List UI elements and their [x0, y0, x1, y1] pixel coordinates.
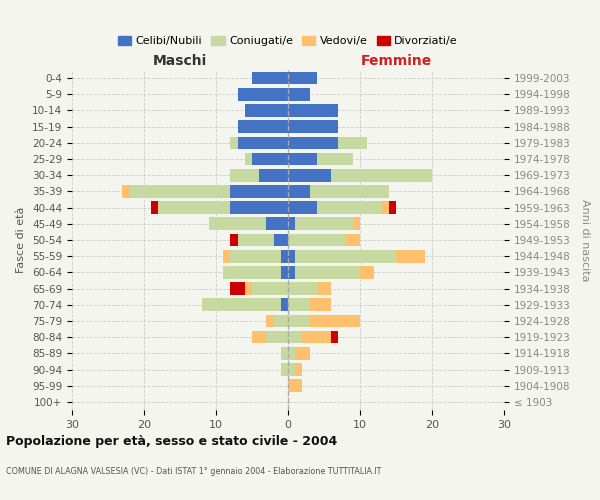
Bar: [317, 202, 382, 214]
Bar: [288, 152, 317, 166]
Bar: [317, 282, 331, 295]
Bar: [281, 347, 288, 360]
Bar: [252, 72, 288, 85]
Bar: [295, 218, 353, 230]
Bar: [238, 136, 288, 149]
Bar: [288, 282, 317, 295]
Bar: [288, 314, 310, 328]
Bar: [338, 136, 367, 149]
Bar: [310, 185, 389, 198]
Text: Femmine: Femmine: [361, 54, 431, 68]
Bar: [288, 120, 338, 133]
Bar: [274, 234, 288, 246]
Bar: [151, 202, 158, 214]
Bar: [360, 266, 374, 278]
Bar: [230, 234, 238, 246]
Bar: [266, 331, 288, 344]
Bar: [245, 104, 288, 117]
Bar: [122, 185, 130, 198]
Bar: [266, 218, 288, 230]
Bar: [288, 298, 310, 311]
Bar: [230, 250, 281, 262]
Bar: [295, 250, 396, 262]
Bar: [252, 282, 288, 295]
Bar: [288, 104, 338, 117]
Bar: [230, 202, 288, 214]
Bar: [295, 363, 302, 376]
Bar: [252, 152, 288, 166]
Bar: [209, 218, 266, 230]
Y-axis label: Anni di nascita: Anni di nascita: [580, 198, 590, 281]
Bar: [353, 218, 360, 230]
Bar: [266, 314, 274, 328]
Bar: [281, 266, 288, 278]
Text: COMUNE DI ALAGNA VALSESIA (VC) - Dati ISTAT 1° gennaio 2004 - Elaborazione TUTTI: COMUNE DI ALAGNA VALSESIA (VC) - Dati IS…: [6, 468, 382, 476]
Bar: [230, 185, 288, 198]
Bar: [295, 347, 310, 360]
Bar: [346, 234, 360, 246]
Bar: [302, 331, 331, 344]
Bar: [389, 202, 396, 214]
Text: Popolazione per età, sesso e stato civile - 2004: Popolazione per età, sesso e stato civil…: [6, 435, 337, 448]
Bar: [288, 234, 346, 246]
Text: Maschi: Maschi: [153, 54, 207, 68]
Bar: [238, 88, 288, 101]
Bar: [331, 169, 432, 181]
Bar: [310, 314, 360, 328]
Bar: [245, 282, 252, 295]
Bar: [288, 185, 310, 198]
Bar: [288, 266, 295, 278]
Bar: [230, 136, 238, 149]
Legend: Celibi/Nubili, Coniugati/e, Vedovi/e, Divorziati/e: Celibi/Nubili, Coniugati/e, Vedovi/e, Di…: [113, 32, 463, 50]
Bar: [259, 169, 288, 181]
Bar: [158, 202, 230, 214]
Bar: [317, 152, 353, 166]
Bar: [295, 266, 360, 278]
Bar: [382, 202, 389, 214]
Bar: [238, 120, 288, 133]
Bar: [274, 314, 288, 328]
Bar: [252, 331, 266, 344]
Bar: [288, 88, 310, 101]
Bar: [396, 250, 425, 262]
Bar: [281, 363, 288, 376]
Bar: [281, 298, 288, 311]
Bar: [288, 380, 302, 392]
Bar: [288, 169, 331, 181]
Bar: [288, 218, 295, 230]
Bar: [223, 266, 281, 278]
Bar: [288, 72, 317, 85]
Bar: [245, 152, 252, 166]
Bar: [223, 250, 230, 262]
Bar: [288, 250, 295, 262]
Bar: [202, 298, 281, 311]
Bar: [288, 331, 302, 344]
Bar: [238, 234, 274, 246]
Bar: [230, 169, 259, 181]
Bar: [310, 298, 331, 311]
Bar: [331, 331, 338, 344]
Bar: [281, 250, 288, 262]
Bar: [230, 282, 245, 295]
Bar: [288, 202, 317, 214]
Bar: [288, 347, 295, 360]
Bar: [288, 363, 295, 376]
Bar: [288, 136, 338, 149]
Y-axis label: Fasce di età: Fasce di età: [16, 207, 26, 273]
Bar: [130, 185, 230, 198]
